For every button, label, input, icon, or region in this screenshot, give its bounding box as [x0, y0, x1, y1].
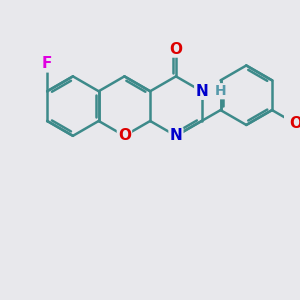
Text: O: O — [169, 41, 182, 56]
Text: F: F — [42, 56, 52, 71]
Text: N: N — [169, 128, 182, 143]
Text: N: N — [195, 84, 208, 99]
Text: O: O — [118, 128, 131, 143]
Text: H: H — [215, 84, 227, 98]
Text: O: O — [289, 116, 300, 131]
